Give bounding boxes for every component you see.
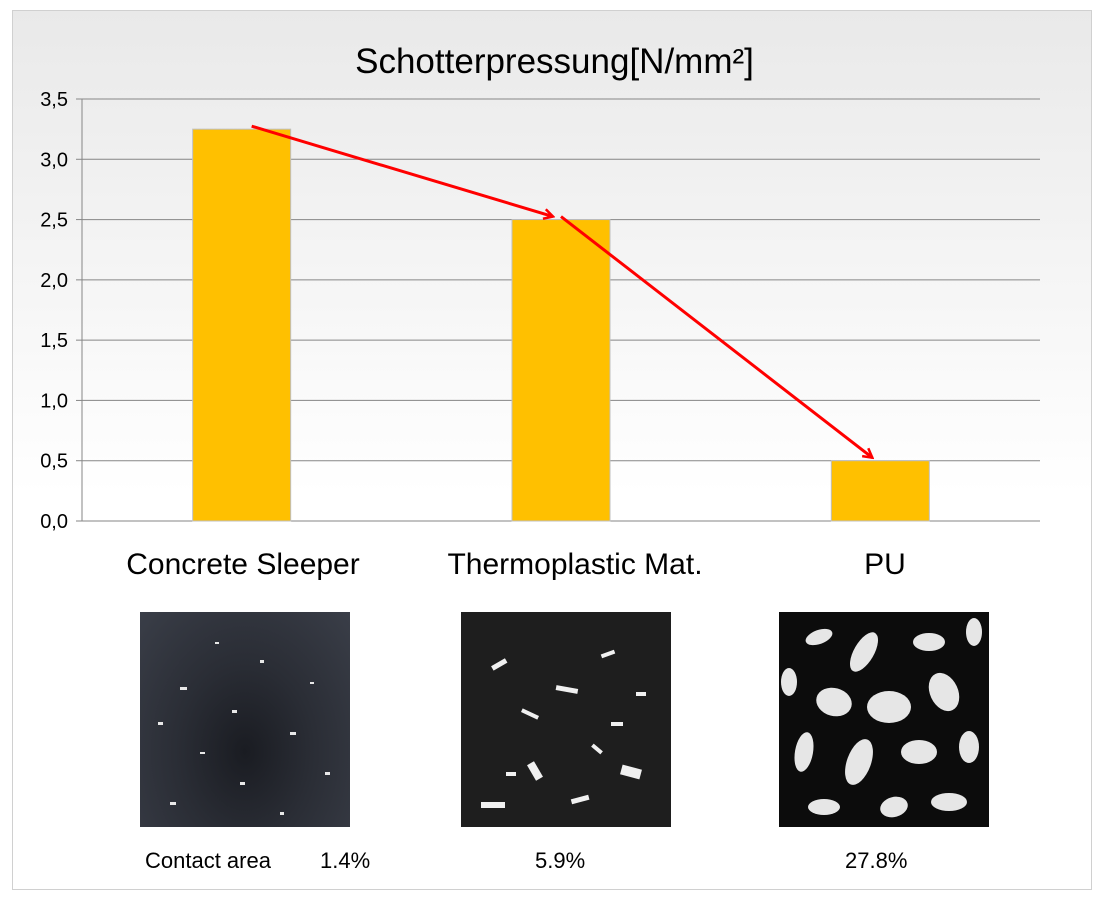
trend-arrow <box>252 126 553 216</box>
category-label-thermoplastic-mat: Thermoplastic Mat. <box>415 548 735 582</box>
contact-area-value-thermoplastic-mat: 5.9% <box>535 848 585 874</box>
y-tick-label: 3,5 <box>40 89 68 111</box>
bar <box>512 220 610 521</box>
y-tick-label: 1,0 <box>40 390 68 412</box>
contact-area-label: Contact area <box>145 848 271 874</box>
y-tick-label: 3,0 <box>40 149 68 171</box>
contact-area-value-pu: 27.8% <box>845 848 907 874</box>
category-label-pu: PU <box>725 548 1045 582</box>
bar <box>831 461 929 521</box>
contact-area-value-concrete-sleeper: 1.4% <box>320 848 370 874</box>
contact-image-concrete-sleeper <box>140 612 350 827</box>
category-label-concrete-sleeper: Concrete Sleeper <box>83 548 403 582</box>
y-tick-label: 2,0 <box>40 270 68 292</box>
y-tick-label: 0,0 <box>40 511 68 533</box>
y-tick-label: 2,5 <box>40 210 68 232</box>
contact-image-thermoplastic-mat <box>461 612 671 827</box>
contact-image-pu <box>779 612 989 827</box>
bar <box>193 129 291 521</box>
y-tick-label: 0,5 <box>40 451 68 473</box>
y-tick-label: 1,5 <box>40 330 68 352</box>
